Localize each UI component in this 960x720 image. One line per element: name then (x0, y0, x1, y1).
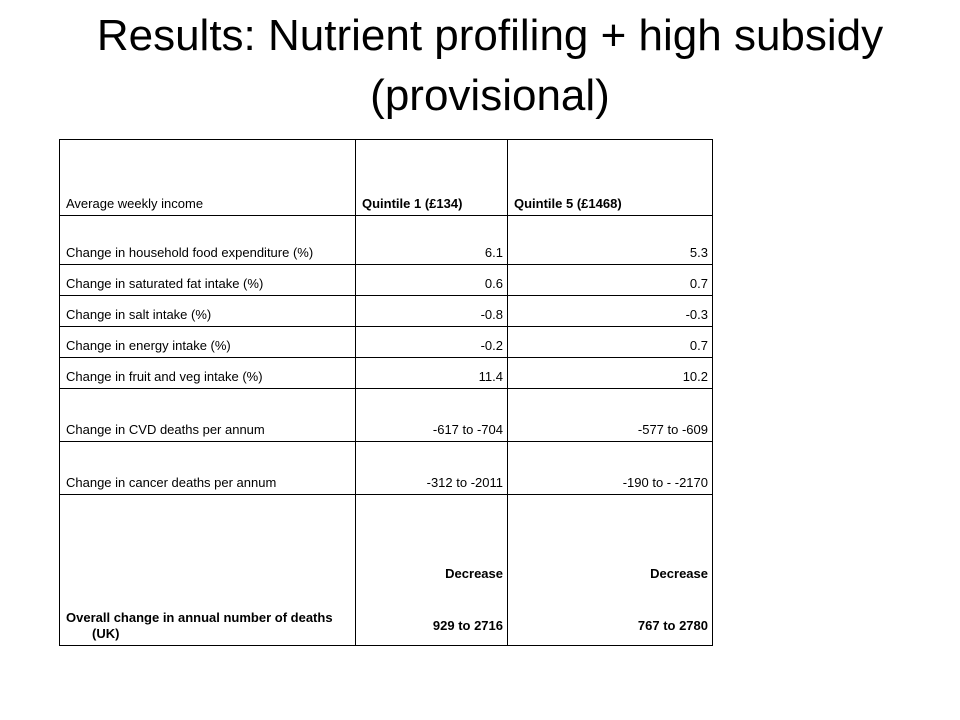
cell-quintile-5: -577 to -609 (507, 388, 713, 442)
cell-quintile-5: 0.7 (507, 326, 713, 358)
table-row: Change in CVD deaths per annum -617 to -… (59, 388, 713, 442)
cell-quintile-1: -312 to -2011 (355, 441, 508, 495)
overall-row: Overall change in annual number of death… (59, 494, 713, 646)
row-label-text: Change in CVD deaths per annum (66, 422, 265, 437)
row-label: Change in fruit and veg intake (%) (59, 357, 356, 389)
cell-quintile-1: 6.1 (355, 215, 508, 265)
cell-quintile-5: 10.2 (507, 357, 713, 389)
slide-title: Results: Nutrient profiling + high subsi… (96, 11, 884, 120)
header-quintile-5: Quintile 5 (£1468) (507, 139, 713, 216)
header-row-label: Average weekly income (59, 139, 356, 216)
table-row: Change in energy intake (%) -0.2 0.7 (59, 326, 713, 358)
table-header-row: Average weekly income Quintile 1 (£134) … (59, 139, 713, 216)
cell-quintile-5: 5.3 (507, 215, 713, 265)
cell-quintile-5: -0.3 (507, 295, 713, 327)
row-label: Change in saturated fat intake (%) (59, 264, 356, 296)
cell-quintile-1: -0.2 (355, 326, 508, 358)
table-row: Change in household food expenditure (%)… (59, 215, 713, 265)
table-row: Change in saturated fat intake (%) 0.6 0… (59, 264, 713, 296)
results-table: Average weekly income Quintile 1 (£134) … (59, 139, 713, 646)
row-label: Change in energy intake (%) (59, 326, 356, 358)
overall-q1-range: 929 to 2716 (432, 618, 503, 633)
overall-quintile-5: Decrease 767 to 2780 (507, 494, 713, 646)
overall-q5-direction: Decrease (650, 566, 708, 581)
row-label-text: Change in household food expenditure (%) (66, 245, 314, 260)
overall-q1-direction: Decrease (445, 566, 503, 581)
overall-label: Overall change in annual number of death… (59, 494, 356, 646)
overall-label-text: Overall change in annual number of death… (66, 610, 333, 641)
cell-quintile-1: 11.4 (355, 357, 508, 389)
cell-quintile-1: -617 to -704 (355, 388, 508, 442)
row-label: Change in salt intake (%) (59, 295, 356, 327)
row-label: Change in CVD deaths per annum (59, 388, 356, 442)
cell-quintile-1: 0.6 (355, 264, 508, 296)
overall-quintile-1: Decrease 929 to 2716 (355, 494, 508, 646)
overall-q5-range: 767 to 2780 (637, 618, 708, 633)
cell-quintile-1: -0.8 (355, 295, 508, 327)
cell-quintile-5: 0.7 (507, 264, 713, 296)
table-row: Change in cancer deaths per annum -312 t… (59, 441, 713, 495)
row-label: Change in cancer deaths per annum (59, 441, 356, 495)
cell-quintile-5: -190 to - -2170 (507, 441, 713, 495)
header-quintile-1: Quintile 1 (£134) (355, 139, 508, 216)
table-row: Change in salt intake (%) -0.8 -0.3 (59, 295, 713, 327)
row-label-text: Change in cancer deaths per annum (66, 475, 277, 490)
table-row: Change in fruit and veg intake (%) 11.4 … (59, 357, 713, 389)
row-label: Change in household food expenditure (%) (59, 215, 356, 265)
